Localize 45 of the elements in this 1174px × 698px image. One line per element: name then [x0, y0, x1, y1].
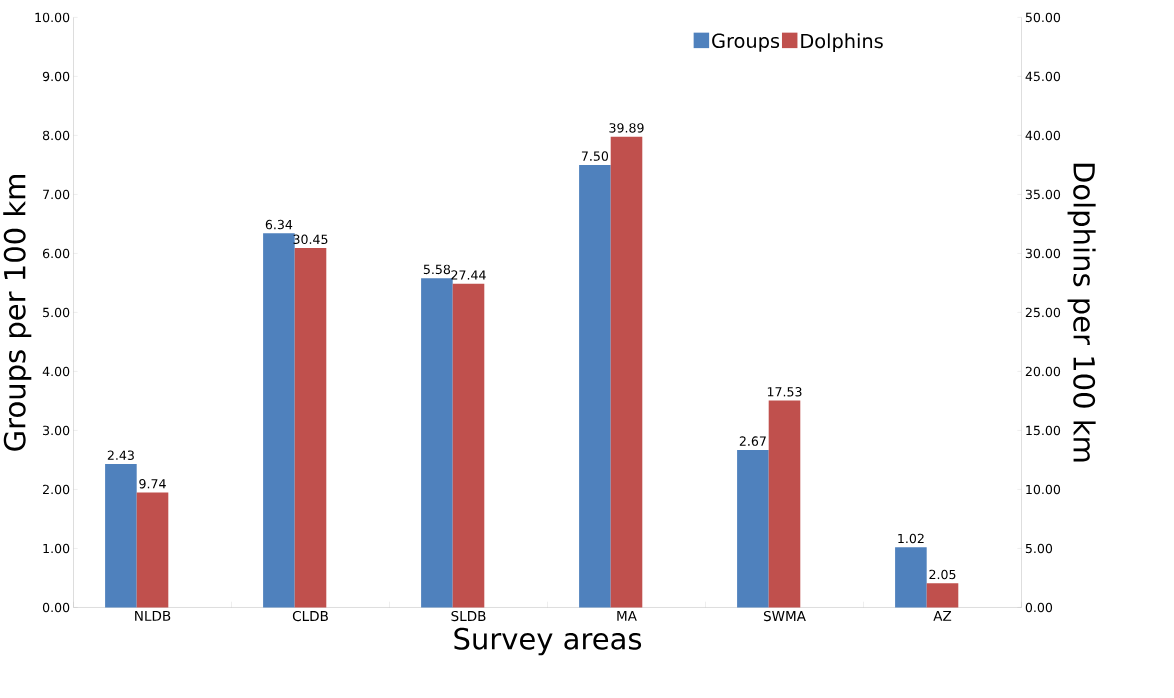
legend-label: Groups: [712, 33, 780, 52]
y-tick-label: 0.00: [42, 602, 70, 613]
y2-tick-label: 40.00: [1025, 130, 1061, 140]
y-tick-label: 4.00: [42, 366, 70, 376]
y2-tick-label: 15.00: [1026, 425, 1061, 436]
data-label: 5.58: [423, 264, 451, 274]
y2-tick-label: 30.00: [1025, 248, 1061, 258]
data-label: 2.05: [929, 569, 956, 580]
y-axis-title: Groups per 100 km: [3, 174, 32, 451]
y2-tick-label: 10.00: [1026, 484, 1061, 495]
x-tick-label: MA: [617, 610, 637, 621]
y-tick-label: 10.00: [35, 12, 70, 22]
data-label: 7.50: [581, 151, 609, 161]
y-tick-label: 2.00: [43, 484, 70, 495]
y2-tick-label: 45.00: [1025, 71, 1061, 81]
y-tick-label: 5.00: [43, 307, 70, 317]
data-label: 2.43: [107, 450, 134, 460]
y-tick-label: 3.00: [43, 425, 70, 436]
y2-tick-label: 20.00: [1025, 366, 1061, 377]
y-tick-label: 1.00: [43, 543, 70, 554]
y-tick-label: 9.00: [42, 71, 70, 81]
y-tick-label: 7.00: [43, 189, 70, 199]
data-label: 6.34: [265, 219, 293, 230]
data-label: 39.89: [609, 122, 644, 133]
y2-tick-label: 35.00: [1025, 189, 1061, 199]
data-label: 27.44: [451, 270, 486, 280]
data-label: 17.53: [767, 386, 802, 397]
data-label: 2.67: [739, 436, 766, 446]
y-tick-label: 8.00: [42, 130, 70, 140]
bar: [895, 547, 927, 608]
x-tick-label: AZ: [933, 610, 952, 621]
y2-axis-title: Dolphins per 100 km: [1067, 163, 1096, 462]
y2-tick-label: 50.00: [1025, 12, 1061, 22]
data-label: 9.74: [139, 478, 166, 489]
y2-tick-label: 25.00: [1025, 307, 1061, 317]
legend-label: Dolphins: [801, 33, 883, 52]
x-tick-label: SWMA: [763, 610, 806, 621]
y2-tick-label: 0.00: [1025, 602, 1053, 613]
data-label: 1.02: [898, 533, 924, 544]
x-tick-label: NLDB: [135, 610, 171, 621]
y2-tick-label: 5.00: [1025, 543, 1053, 554]
x-tick-label: SLDB: [451, 610, 486, 621]
x-tick-label: CLDB: [292, 610, 328, 621]
y-tick-label: 6.00: [42, 248, 70, 258]
x-axis-title: Survey areas: [454, 627, 642, 656]
